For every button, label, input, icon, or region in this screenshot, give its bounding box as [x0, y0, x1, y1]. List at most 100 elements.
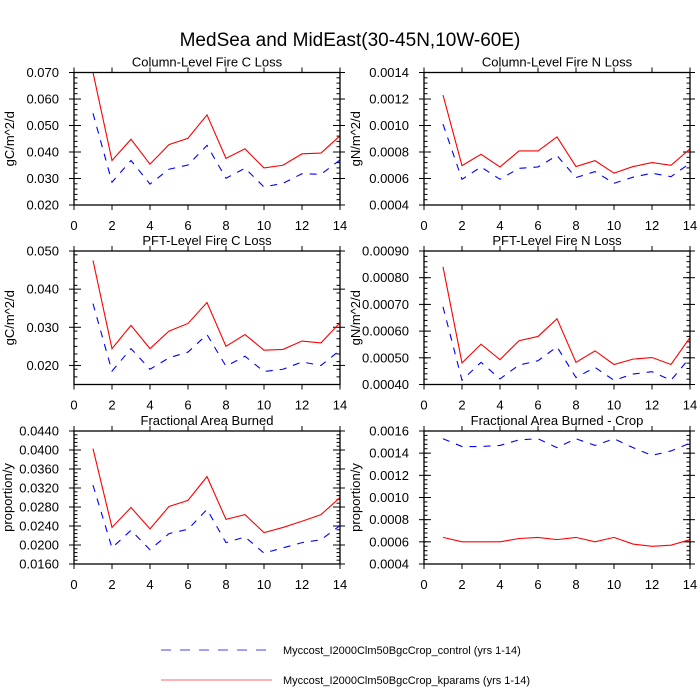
y-tick-label: 0.0160 [19, 557, 59, 572]
x-tick-label: 6 [534, 577, 541, 592]
y-tick-label: 0.0010 [369, 118, 409, 133]
y-tick-label: 0.040 [26, 145, 59, 160]
y-tick-label: 0.0012 [369, 468, 409, 483]
legend: Myccost_I2000Clm50BgcCrop_control (yrs 1… [161, 645, 530, 687]
panel-5: Fractional Area Burned proportion/y 0 2 4 6 8 1… [0, 413, 347, 592]
x-tick-label: 6 [184, 577, 191, 592]
y-tick-label: 0.00050 [362, 350, 409, 365]
x-tick-label: 12 [295, 398, 309, 413]
legend-label-control: Myccost_I2000Clm50BgcCrop_control (yrs 1… [283, 645, 521, 657]
y-tick-label: 0.0360 [19, 462, 59, 477]
x-tick-label: 8 [572, 398, 579, 413]
x-tick-label: 4 [146, 218, 153, 233]
x-tick-label: 2 [458, 398, 465, 413]
x-tick-label: 6 [534, 218, 541, 233]
x-tick-label: 4 [146, 398, 153, 413]
x-tick-label: 12 [295, 218, 309, 233]
x-tick-label: 12 [295, 577, 309, 592]
plot-frame [423, 250, 691, 386]
plot-frame [73, 430, 341, 565]
y-axis-label: gC/m^2/d [2, 290, 17, 345]
y-tick-label: 0.050 [26, 244, 59, 259]
x-tick-label: 10 [257, 218, 271, 233]
x-tick-label: 2 [458, 577, 465, 592]
y-tick-label: 0.060 [26, 92, 59, 107]
plot-frame [423, 430, 691, 565]
y-tick-label: 0.0240 [19, 519, 59, 534]
series-line-control [442, 438, 690, 456]
series-line-control [92, 113, 340, 188]
x-tick-label: 6 [184, 218, 191, 233]
y-tick-label: 0.0006 [369, 534, 409, 549]
x-tick-label: 14 [683, 218, 697, 233]
y-tick-label: 0.0008 [369, 145, 409, 160]
x-tick-label: 10 [607, 218, 621, 233]
y-tick-label: 0.0004 [369, 198, 409, 213]
x-tick-label: 4 [496, 398, 503, 413]
x-tick-label: 10 [607, 577, 621, 592]
y-axis-label: gN/m^2/d [348, 290, 363, 345]
y-tick-label: 0.070 [26, 65, 59, 80]
legend-label-kparams: Myccost_I2000Clm50BgcCrop_kparams (yrs 1… [283, 675, 530, 687]
x-tick-label: 10 [257, 577, 271, 592]
x-tick-label: 12 [645, 398, 659, 413]
y-tick-label: 0.020 [26, 358, 59, 373]
panel-6: Fractional Area Burned - Crop proportion/… [348, 413, 697, 592]
x-tick-label: 0 [70, 577, 77, 592]
plot-frame [73, 71, 341, 206]
y-tick-label: 0.00080 [362, 270, 409, 285]
x-tick-label: 6 [534, 398, 541, 413]
y-tick-label: 0.0006 [369, 171, 409, 186]
y-tick-label: 0.00060 [362, 324, 409, 339]
y-tick-label: 0.0014 [369, 65, 409, 80]
y-tick-label: 0.0440 [19, 424, 59, 439]
x-tick-label: 6 [184, 398, 191, 413]
x-tick-label: 14 [333, 577, 347, 592]
x-tick-label: 14 [683, 398, 697, 413]
series-line-kparams [442, 536, 690, 547]
panel-title: Column-Level Fire C Loss [132, 55, 283, 70]
y-tick-label: 0.0014 [369, 446, 409, 461]
x-tick-label: 14 [683, 577, 697, 592]
x-tick-label: 2 [458, 218, 465, 233]
series-line-control [442, 123, 690, 184]
x-tick-label: 4 [146, 577, 153, 592]
x-tick-label: 10 [607, 398, 621, 413]
x-tick-label: 14 [333, 218, 347, 233]
y-tick-label: 0.0200 [19, 538, 59, 553]
x-tick-label: 12 [645, 218, 659, 233]
panel-title: Fractional Area Burned - Crop [471, 413, 644, 428]
plot-frame [73, 250, 341, 386]
y-tick-label: 0.00040 [362, 377, 409, 392]
y-axis-label: proportion/y [0, 463, 15, 532]
x-tick-label: 0 [420, 577, 427, 592]
x-tick-label: 8 [222, 398, 229, 413]
x-tick-label: 8 [222, 218, 229, 233]
x-tick-label: 8 [572, 577, 579, 592]
y-axis-label: gN/m^2/d [348, 111, 363, 166]
x-tick-label: 0 [70, 398, 77, 413]
x-tick-label: 2 [108, 577, 115, 592]
panel-title: PFT-Level Fire N Loss [492, 233, 622, 248]
y-tick-label: 0.040 [26, 282, 59, 297]
series-line-control [442, 306, 690, 382]
y-axis-label: proportion/y [348, 463, 363, 532]
y-tick-label: 0.0016 [369, 424, 409, 439]
plot-frame [423, 71, 691, 206]
y-tick-label: 0.0320 [19, 481, 59, 496]
x-tick-label: 8 [572, 218, 579, 233]
y-tick-label: 0.0010 [369, 490, 409, 505]
panel-title: PFT-Level Fire C Loss [142, 233, 272, 248]
y-tick-label: 0.0400 [19, 443, 59, 458]
y-tick-label: 0.030 [26, 171, 59, 186]
main-title: MedSea and MidEast(30-45N,10W-60E) [180, 30, 521, 51]
x-tick-label: 4 [496, 577, 503, 592]
series-line-kparams [442, 266, 690, 366]
x-tick-label: 0 [420, 398, 427, 413]
y-tick-label: 0.020 [26, 198, 59, 213]
panel-1: Column-Level Fire C Loss gC/m^2/d 0 2 4 6 8 10 1… [2, 55, 347, 234]
y-tick-label: 0.0280 [19, 500, 59, 515]
series-line-kparams [92, 260, 340, 351]
series-line-kparams [92, 448, 340, 534]
